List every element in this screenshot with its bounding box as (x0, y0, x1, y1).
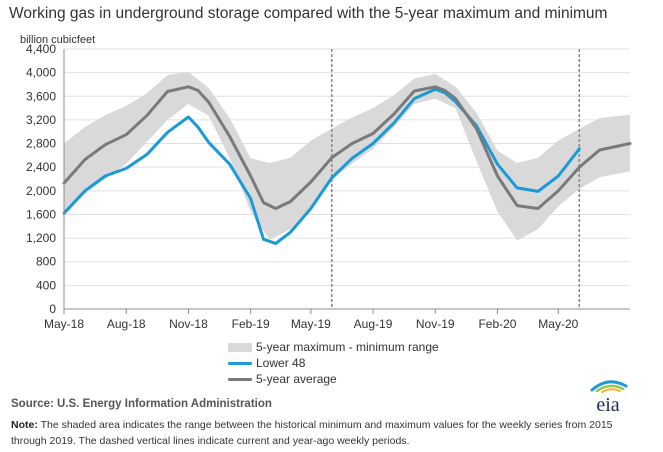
gridlines (64, 48, 630, 286)
legend-item-range: 5-year maximum - minimum range (228, 339, 439, 355)
range-band (64, 72, 630, 241)
eia-logo-arc-yellow (601, 388, 621, 393)
y-tick-label-5: 2,000 (26, 184, 56, 198)
legend-label-average: 5-year average (256, 372, 337, 386)
axes: 0 400 800 1,200 1,600 2,000 2,400 2,800 3,200 3,6… (26, 42, 630, 331)
source-line: Source: U.S. Energy Information Administ… (11, 398, 272, 410)
x-tick-label-0: May-18 (44, 317, 84, 331)
legend-item-lower48: Lower 48 (228, 355, 439, 371)
y-axis-label: billion cubicfeet (20, 34, 96, 46)
legend-swatch-lower48 (228, 361, 252, 365)
legend: 5-year maximum - minimum range Lower 48 … (228, 339, 439, 387)
y-tick-label-0: 0 (49, 302, 56, 316)
x-tick-label-5: Aug-19 (354, 317, 393, 331)
legend-swatch-range (228, 342, 252, 352)
x-tick-label-8: May-20 (538, 317, 578, 331)
eia-logo-arc-blue (590, 380, 628, 392)
series-lines (62, 85, 632, 245)
eia-logo: eia (590, 380, 628, 414)
x-tick-label-3: Feb-19 (232, 317, 270, 331)
y-tick-label-8: 3,200 (26, 113, 56, 127)
x-tick-label-6: Nov-19 (416, 317, 455, 331)
y-tick-label-4: 1,600 (26, 207, 56, 221)
note-text: The shaded area indicates the range betw… (11, 419, 613, 447)
eia-logo-text: eia (596, 394, 619, 414)
legend-label-lower48: Lower 48 (256, 356, 306, 370)
note-paragraph: Note: The shaded area indicates the rang… (11, 417, 651, 449)
x-tick-label-2: Nov-18 (169, 317, 208, 331)
legend-label-range: 5-year maximum - minimum range (256, 340, 439, 354)
y-tick-label-3: 1,200 (26, 231, 56, 245)
eia-logo-arc-green (595, 384, 625, 393)
series-line-lower48 (62, 87, 581, 245)
range-band-group (64, 72, 630, 241)
y-tick-label-11: 4,400 (26, 42, 56, 56)
x-tick-label-7: Feb-20 (478, 317, 516, 331)
y-tick-label-2: 800 (36, 255, 56, 269)
y-tick-label-10: 4,000 (26, 66, 56, 80)
x-tick-label-1: Aug-18 (107, 317, 146, 331)
note-label: Note: (11, 419, 38, 431)
legend-swatch-average (228, 377, 252, 381)
series-line-average (62, 85, 632, 210)
chart-title: Working gas in underground storage compa… (9, 5, 608, 22)
x-tick-label-4: May-19 (291, 317, 331, 331)
y-tick-label-1: 400 (36, 278, 56, 292)
y-tick-label-6: 2,400 (26, 160, 56, 174)
y-tick-label-9: 3,600 (26, 89, 56, 103)
legend-item-average: 5-year average (228, 371, 439, 387)
y-tick-label-7: 2,800 (26, 137, 56, 151)
